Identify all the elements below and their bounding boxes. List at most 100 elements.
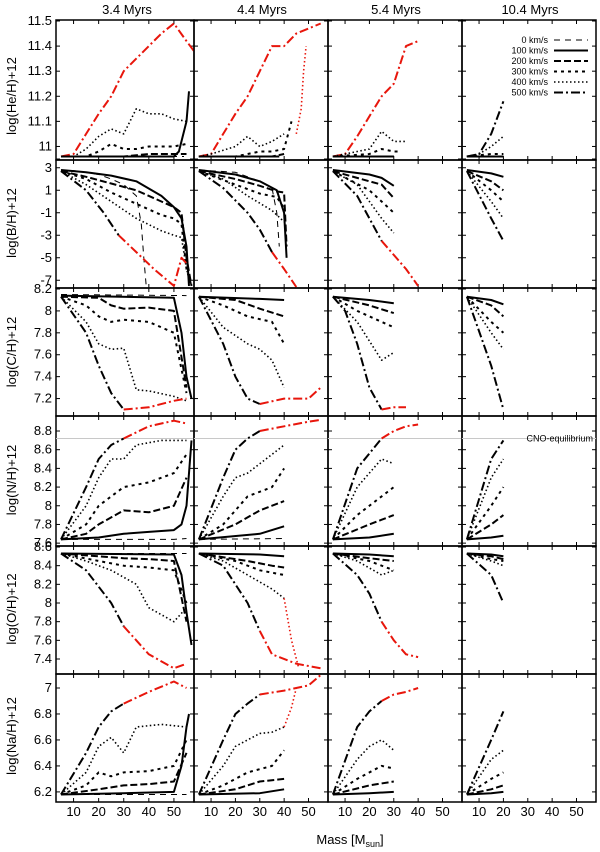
series-line (466, 296, 505, 334)
series-line (332, 532, 394, 541)
series-line (332, 514, 395, 541)
series-line (198, 500, 285, 541)
series-group (60, 419, 193, 541)
series-line (466, 749, 504, 795)
series-group (60, 294, 193, 411)
series-line (60, 739, 188, 796)
y-tick-label: 11.2 (28, 88, 52, 103)
series-group (465, 439, 505, 541)
panel-frame (55, 673, 195, 803)
y-axis-label: log(C/H)+12 (4, 317, 19, 387)
series-line (332, 169, 395, 187)
series-line (60, 552, 193, 646)
series-line (60, 552, 188, 604)
panel-frame (461, 287, 597, 417)
y-tick-label: 6.6 (34, 732, 52, 747)
series-line (259, 418, 321, 432)
x-tick-label: 40 (277, 804, 291, 819)
cno-equilibrium-label: CNO-equilibrium (526, 433, 593, 443)
series-group (465, 711, 505, 796)
series-line (466, 486, 505, 540)
series-line (332, 552, 395, 576)
x-axis-label: Mass [Msun] (316, 832, 383, 849)
legend-label: 0 km/s (521, 35, 548, 45)
panel-frame (193, 287, 329, 417)
series-line (198, 296, 285, 388)
column-title: 4.4 Myrs (237, 2, 287, 17)
series-line (332, 130, 406, 158)
y-tick-label: -1 (40, 205, 52, 220)
series-line (60, 294, 193, 399)
panel-frame (327, 19, 463, 161)
series-line (198, 777, 285, 796)
series-line (466, 100, 505, 158)
legend-label: 400 km/s (511, 77, 548, 87)
series-line (61, 538, 187, 540)
x-tick-label: 20 (91, 804, 105, 819)
y-tick-label: 7.4 (34, 369, 52, 384)
y-tick-label: 8.4 (34, 558, 52, 573)
series-group (332, 40, 419, 158)
series-group (60, 169, 193, 288)
series-line (198, 22, 322, 158)
series-line (60, 295, 188, 388)
series-line (332, 486, 395, 541)
series-line (332, 552, 395, 572)
y-tick-label: 11.3 (28, 63, 52, 78)
y-axis-label: log(O/H)+12 (4, 573, 19, 644)
series-line (60, 439, 187, 540)
series-group (198, 295, 322, 405)
panel-frame (327, 287, 463, 417)
x-tick-label: 30 (117, 804, 131, 819)
y-tick-label: -3 (40, 227, 52, 242)
series-line (118, 234, 188, 287)
y-tick-label: 7.2 (34, 391, 52, 406)
panel-frame (193, 415, 329, 547)
legend-label: 200 km/s (511, 56, 548, 66)
y-tick-label: 7.6 (34, 347, 52, 362)
series-line (332, 170, 395, 199)
series-line (61, 108, 187, 158)
panel (327, 415, 463, 547)
y-tick-label: 8.4 (34, 460, 52, 475)
series-line (198, 121, 293, 158)
legend-label: 100 km/s (511, 46, 548, 56)
series-line (60, 713, 190, 796)
y-tick-label: 6.8 (34, 706, 52, 721)
series-line (466, 170, 504, 192)
column-title: 5.4 Myrs (371, 2, 421, 17)
series-line (60, 723, 187, 796)
panel (327, 673, 463, 803)
series-line (466, 552, 504, 558)
series-line (197, 430, 261, 540)
series-group (466, 552, 505, 604)
series-group (332, 552, 419, 659)
series-line (258, 630, 321, 670)
series-line (466, 534, 504, 541)
series-line (259, 674, 322, 696)
series-line (332, 780, 394, 796)
series-line (198, 552, 285, 576)
panel (327, 287, 463, 417)
panel (55, 287, 195, 417)
series-group (198, 22, 322, 158)
y-tick-label: 1 (45, 182, 52, 197)
series-line (198, 295, 285, 318)
panel-frame (461, 545, 597, 675)
panel (193, 19, 329, 161)
series-line (332, 552, 383, 623)
legend-label: 500 km/s (511, 88, 548, 98)
series-line (198, 170, 288, 247)
y-tick-label: 8.2 (34, 479, 52, 494)
series-line (331, 700, 383, 795)
panel (461, 673, 597, 803)
x-tick-label: 30 (387, 804, 401, 819)
series-line (198, 170, 285, 209)
x-tick-label: 10 (338, 804, 352, 819)
series-line (60, 440, 193, 541)
series-line (283, 598, 300, 669)
series-line (60, 752, 188, 796)
series-line (61, 91, 190, 158)
series-line (466, 458, 505, 540)
